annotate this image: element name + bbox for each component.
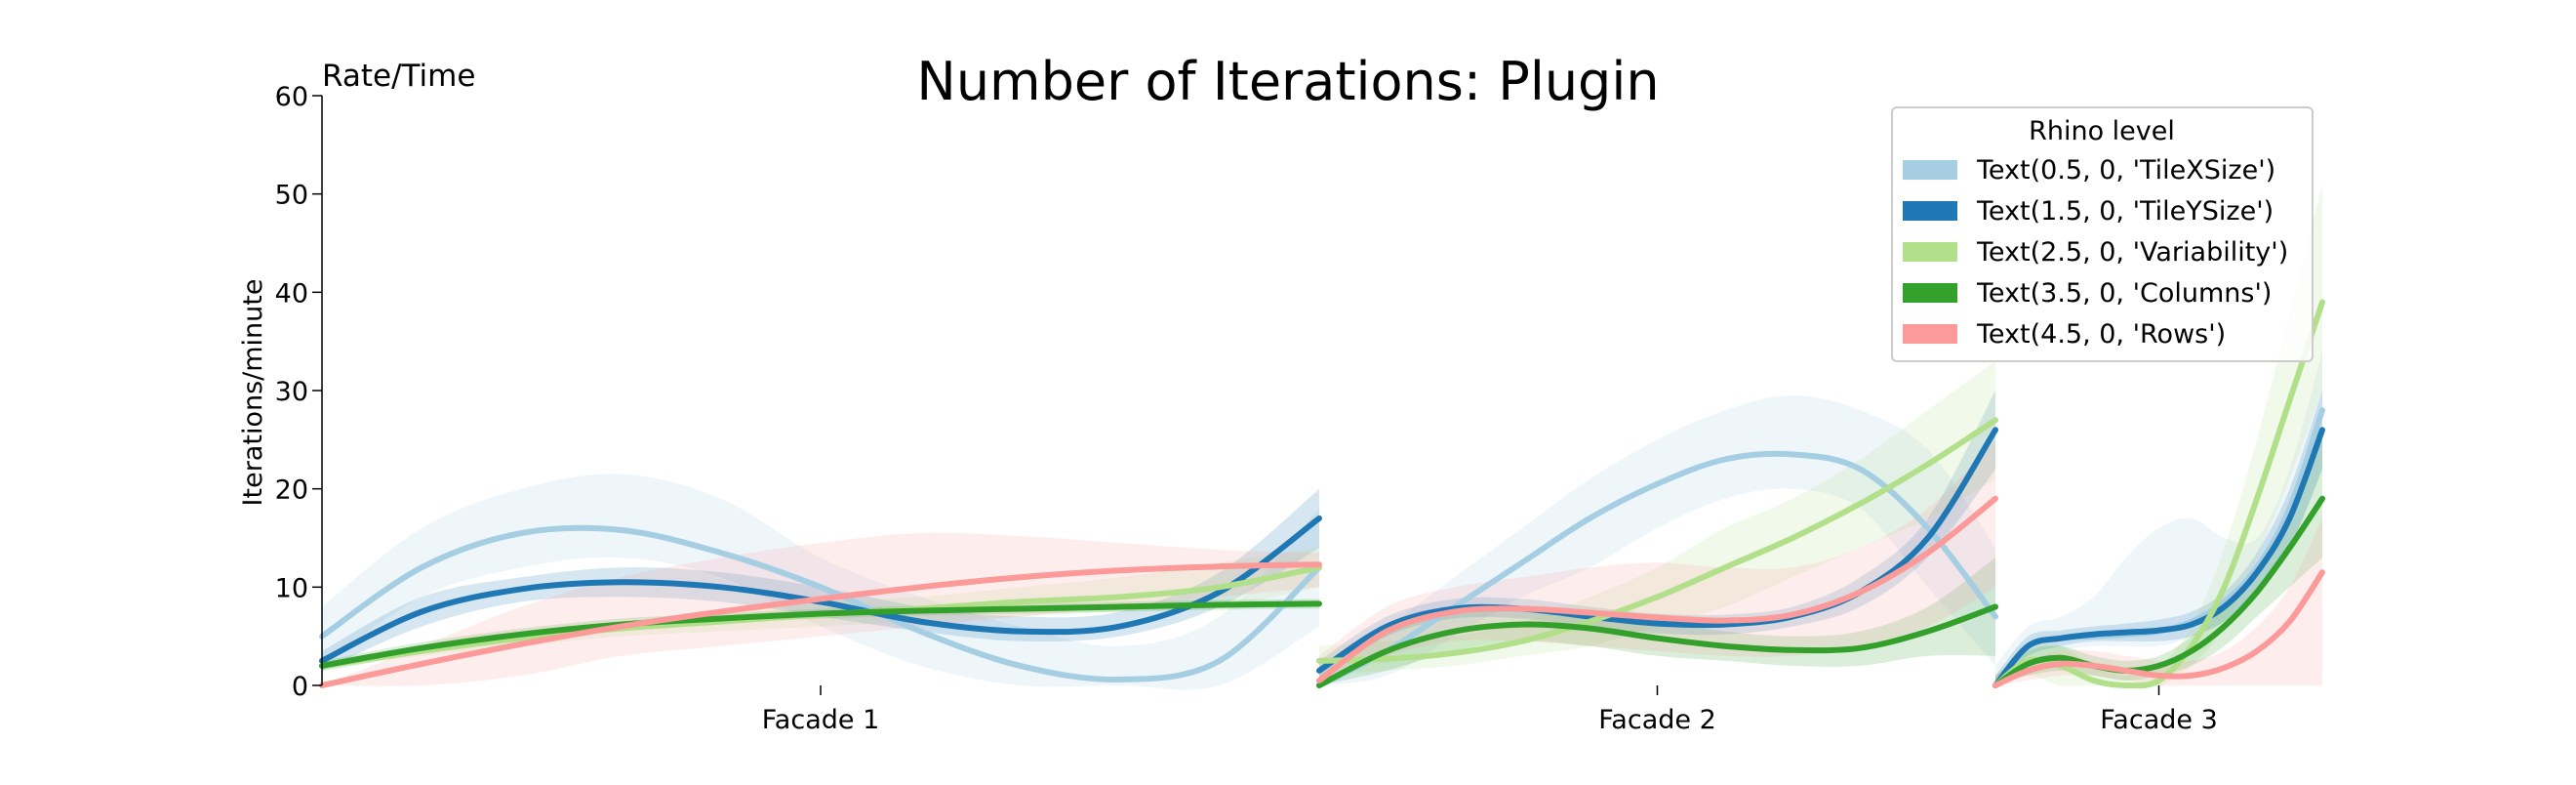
legend-title: Rhino level xyxy=(2029,116,2175,146)
legend-swatch-3 xyxy=(1903,242,1957,262)
legend-swatch-2 xyxy=(1903,201,1957,221)
confidence-band-facade-1-series-3 xyxy=(322,548,1319,671)
confidence-band-facade-1-series-2 xyxy=(322,488,1319,671)
chart-title: Number of Iterations: Plugin xyxy=(916,51,1659,112)
series-line-facade-1-series-5 xyxy=(319,561,1322,688)
legend-label-4: Text(3.5, 0, 'Columns') xyxy=(1976,278,2272,309)
series-line-facade-2-series-3 xyxy=(1316,417,1998,664)
series-line-facade-2-series-2 xyxy=(1316,427,1998,674)
series-line-facade-1-series-4 xyxy=(319,600,1322,669)
series-line-facade-3-series-5 xyxy=(1992,569,2325,688)
series-line-facade-2-series-1 xyxy=(1316,450,1998,688)
series-line-facade-2-series-5 xyxy=(1316,495,1998,683)
y-tick-label: 60 xyxy=(275,82,308,112)
legend-label-1: Text(0.5, 0, 'TileXSize') xyxy=(1976,155,2275,186)
confidence-band-facade-2-series-1 xyxy=(1319,395,1995,685)
y-tick-label: 20 xyxy=(275,475,308,506)
x-tick-label-1: Facade 1 xyxy=(762,705,880,735)
confidence-band-facade-3-series-4 xyxy=(1995,439,2322,685)
legend-frame xyxy=(1891,106,2314,362)
y-tick-label: 10 xyxy=(275,573,308,603)
x-ticks: Facade 1 Facade 2 Facade 3 xyxy=(762,685,2218,735)
legend-label-5: Text(4.5, 0, 'Rows') xyxy=(1976,319,2226,350)
legend-label-3: Text(2.5, 0, 'Variability') xyxy=(1976,237,2288,268)
confidence-band-facade-3-series-1 xyxy=(1995,351,2322,685)
legend-label-2: Text(1.5, 0, 'TileYSize') xyxy=(1976,196,2274,227)
confidence-band-facade-3-series-2 xyxy=(1995,391,2322,685)
legend-swatch-5 xyxy=(1903,324,1957,344)
series-lines xyxy=(319,299,2325,689)
y-ticks: 0 10 20 30 40 50 60 xyxy=(275,82,322,702)
confidence-band-facade-2-series-4 xyxy=(1319,558,1995,685)
y-tick-label: 50 xyxy=(275,181,308,211)
x-tick-label-3: Facade 3 xyxy=(2100,705,2218,735)
legend-swatch-4 xyxy=(1903,283,1957,303)
y-tick-label: 0 xyxy=(292,672,308,702)
y-tick-label: 30 xyxy=(275,377,308,407)
y-tick-label: 40 xyxy=(275,278,308,309)
series-line-facade-3-series-4 xyxy=(1992,495,2325,688)
y-axis-label: Iterations/minute xyxy=(238,279,268,507)
confidence-band-facade-3-series-5 xyxy=(1995,517,2322,686)
series-line-facade-3-series-2 xyxy=(1992,427,2325,688)
series-line-facade-2-series-4 xyxy=(1316,603,1998,688)
legend-swatch-1 xyxy=(1903,160,1957,180)
legend: Rhino level Text(0.5, 0, 'TileXSize')Tex… xyxy=(1891,106,2314,362)
series-line-facade-1-series-1 xyxy=(319,524,1322,683)
confidence-band-facade-2-series-3 xyxy=(1319,360,1995,676)
confidence-band-facade-3-series-3 xyxy=(1995,184,2322,687)
legend-entries: Text(0.5, 0, 'TileXSize') Text(1.5, 0, 'T… xyxy=(1903,155,2288,350)
x-tick-label-2: Facade 2 xyxy=(1598,705,1716,735)
corner-label: Rate/Time xyxy=(322,59,475,94)
